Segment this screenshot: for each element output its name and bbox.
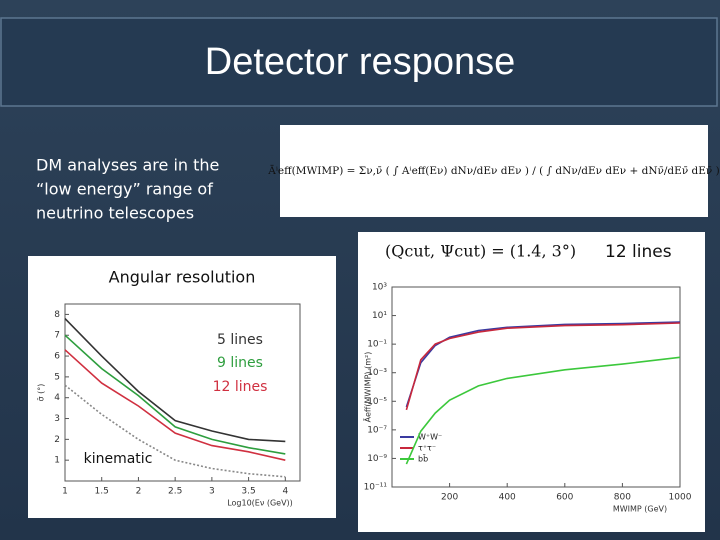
plot-frame (64, 303, 301, 482)
series-line (64, 384, 286, 478)
intro-line: DM analyses are in the (36, 156, 219, 175)
x-tick-label: 3 (209, 487, 215, 497)
legend-label: W⁺W⁻ (418, 433, 442, 442)
chart-panel (28, 256, 336, 518)
series-line (405, 356, 681, 465)
y-tick-label: 7 (54, 331, 60, 341)
x-tick-label: 4 (282, 487, 288, 497)
legend-label: τ⁺τ⁻ (418, 444, 436, 453)
series-line (64, 349, 286, 461)
legend-label: 12 lines (213, 379, 268, 395)
y-tick-label: 10⁻⁵ (367, 397, 387, 407)
y-tick-label: 8 (54, 310, 60, 320)
y-tick-label: 10⁻⁹ (367, 454, 387, 464)
y-tick-label: 6 (54, 352, 60, 362)
series-line (405, 321, 681, 408)
x-tick-label: 600 (556, 493, 573, 503)
series-line (64, 318, 286, 443)
x-axis-label: MWIMP (GeV) (613, 505, 667, 514)
series-line (405, 322, 681, 411)
chart-title: Angular resolution (109, 268, 256, 287)
legend-label: 9 lines (217, 355, 263, 371)
annotation: 12 lines (605, 242, 672, 262)
x-tick-label: 3.5 (241, 487, 255, 497)
formula-panel (280, 125, 708, 217)
x-tick-label: 1.5 (95, 487, 109, 497)
legend-label: kinematic (84, 451, 153, 467)
formula: Āⁱeff(MWIMP) = Σν,ν̄ ( ∫ Aⁱeff(Eν) dNν/d… (267, 164, 720, 177)
charts: 1 1.5 2 2.5 3 3.5 4 1 2 3 4 5 6 7 8 Angular resolution L… (37, 242, 692, 514)
plot-frame (391, 286, 681, 488)
y-tick-label: 1 (54, 456, 60, 466)
y-tick-label: 5 (54, 372, 60, 382)
x-tick-label: 1000 (669, 493, 692, 503)
legend-label: bb̄ (418, 453, 428, 463)
intro-line: “low energy” range of (36, 180, 213, 199)
x-tick-label: 400 (499, 493, 516, 503)
chart-panel (358, 232, 705, 532)
y-tick-label: 3 (54, 414, 60, 424)
y-tick-label: 10⁻¹¹ (364, 483, 388, 493)
y-tick-label: 10³ (372, 283, 387, 293)
series-line (64, 334, 286, 455)
chart-subtitle: (Qcut, Ψcut) = (1.4, 3°) (385, 242, 576, 261)
y-tick-label: 4 (54, 393, 60, 403)
x-tick-label: 2 (136, 487, 142, 497)
x-tick-label: 2.5 (168, 487, 182, 497)
y-axis-label: σ̄ (°) (37, 384, 46, 402)
x-tick-label: 1 (62, 487, 68, 497)
y-tick-label: 10⁻⁷ (367, 425, 387, 435)
y-tick-label: 10⁻¹ (367, 340, 387, 350)
x-axis-label: Log10(Eν (GeV)) (227, 499, 293, 508)
slide-title: Detector response (205, 41, 516, 83)
title-box (0, 17, 718, 107)
legend-label: 5 lines (217, 332, 263, 348)
y-axis-label: Āeff(MWIMP) (m²) (363, 352, 373, 423)
y-tick-label: 2 (54, 435, 60, 445)
y-tick-label: 10¹ (372, 311, 387, 321)
y-tick-label: 10⁻³ (367, 368, 387, 378)
x-tick-label: 200 (441, 493, 458, 503)
x-tick-label: 800 (614, 493, 631, 503)
intro-line: neutrino telescopes (36, 204, 194, 223)
